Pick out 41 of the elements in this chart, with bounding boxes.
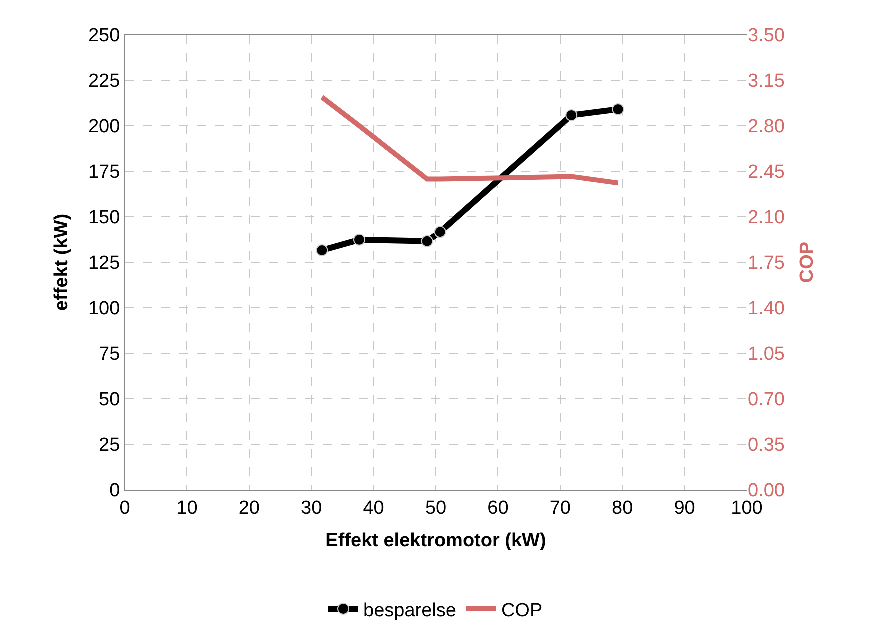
y-tick-label: 125 bbox=[88, 253, 120, 274]
y2-tick-label: 0.35 bbox=[748, 435, 785, 456]
point bbox=[316, 244, 328, 256]
y-tick-label: 250 bbox=[88, 26, 120, 47]
x-tick-label: 10 bbox=[176, 498, 198, 519]
x-tick-label: 40 bbox=[363, 498, 384, 519]
y2-tick-label: 1.40 bbox=[748, 298, 785, 320]
legend-label: besparelse bbox=[364, 600, 456, 622]
y-tick-label: 0 bbox=[110, 480, 120, 502]
y2-tick-label: 2.80 bbox=[748, 116, 785, 138]
y2-tick-label: 3.50 bbox=[748, 26, 785, 47]
x-axis-title: Effekt elektromotor (kW) bbox=[326, 530, 546, 552]
y2-tick-label: 2.10 bbox=[748, 208, 785, 229]
y-tick-label: 150 bbox=[88, 208, 120, 229]
y-tick-label: 25 bbox=[99, 435, 120, 456]
x-tick-label: 20 bbox=[238, 498, 260, 519]
point bbox=[421, 235, 434, 248]
y-tick-label: 100 bbox=[88, 298, 120, 320]
point bbox=[353, 234, 366, 246]
legend-label: COP bbox=[501, 600, 543, 622]
y2-axis-title: COP bbox=[796, 242, 818, 284]
x-tick-label: 90 bbox=[674, 498, 696, 519]
y2-tick-label: 3.15 bbox=[748, 71, 785, 92]
x-tick-label: 70 bbox=[550, 498, 571, 519]
y-tick-label: 200 bbox=[88, 116, 120, 138]
x-tick-label: 80 bbox=[612, 498, 634, 519]
x-tick-label: 30 bbox=[301, 498, 322, 519]
y2-tick-label: 2.45 bbox=[748, 162, 785, 184]
point bbox=[434, 226, 446, 238]
y-tick-label: 175 bbox=[88, 162, 120, 184]
y-axis-title: effekt (kW) bbox=[51, 214, 72, 312]
y-tick-label: 225 bbox=[88, 71, 120, 92]
point bbox=[612, 103, 624, 116]
y2-tick-label: 0.70 bbox=[748, 390, 785, 411]
y-tick-label: 50 bbox=[99, 390, 120, 411]
x-tick-label: 60 bbox=[488, 498, 509, 519]
point bbox=[566, 109, 578, 122]
y2-tick-label: 1.05 bbox=[748, 344, 785, 366]
y-tick-label: 75 bbox=[99, 344, 120, 366]
x-tick-label: 50 bbox=[425, 498, 447, 519]
y2-tick-label: 1.75 bbox=[748, 253, 785, 274]
